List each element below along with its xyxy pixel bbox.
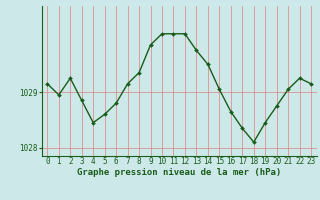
X-axis label: Graphe pression niveau de la mer (hPa): Graphe pression niveau de la mer (hPa) <box>77 168 281 177</box>
